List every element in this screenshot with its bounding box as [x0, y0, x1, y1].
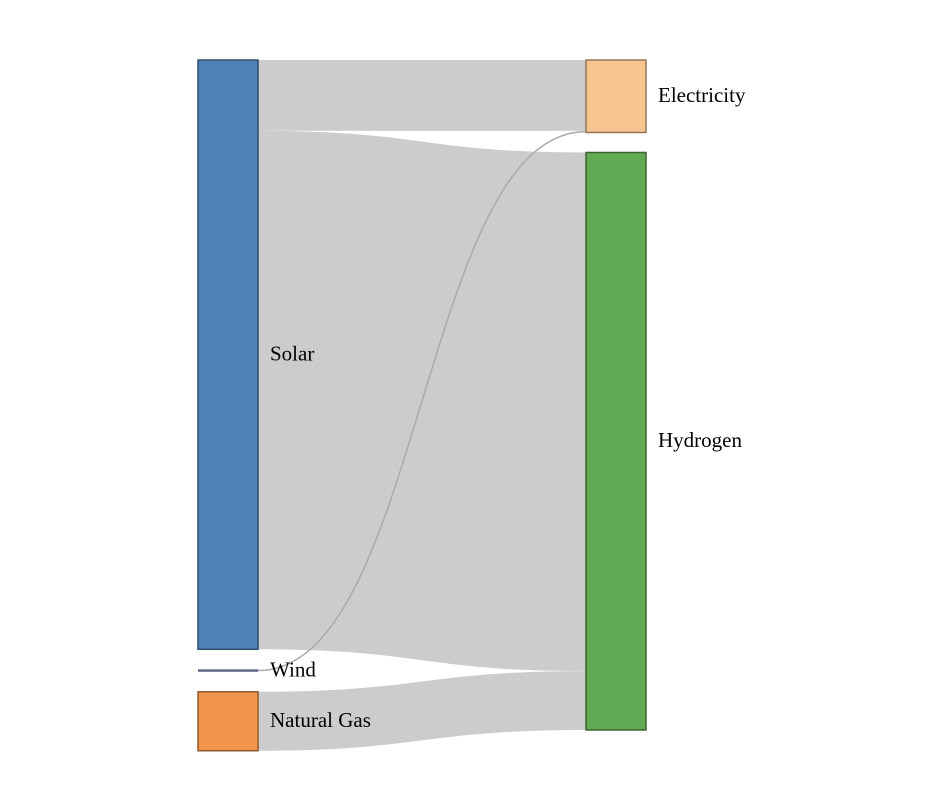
- link-wind-to-electricity: [257, 130, 587, 672]
- node-label-electricity: Electricity: [658, 83, 746, 107]
- node-hydrogen: [585, 151, 647, 731]
- link-solar-to-electricity: [258, 60, 586, 131]
- sankey-nodes: [197, 59, 647, 752]
- node-electricity: [585, 59, 647, 134]
- node-label-hydrogen: Hydrogen: [658, 428, 742, 452]
- link-natural-gas-to-hydrogen: [258, 671, 586, 751]
- sankey-labels: Solar Wind Natural Gas Electricity Hydrogen: [270, 83, 746, 732]
- sankey-links: [257, 60, 587, 751]
- node-label-wind: Wind: [270, 657, 316, 681]
- node-wind: [198, 669, 258, 672]
- node-solar: [197, 59, 259, 651]
- node-label-natural-gas: Natural Gas: [270, 708, 371, 732]
- node-label-solar: Solar: [270, 341, 314, 365]
- node-natural-gas: [197, 691, 259, 752]
